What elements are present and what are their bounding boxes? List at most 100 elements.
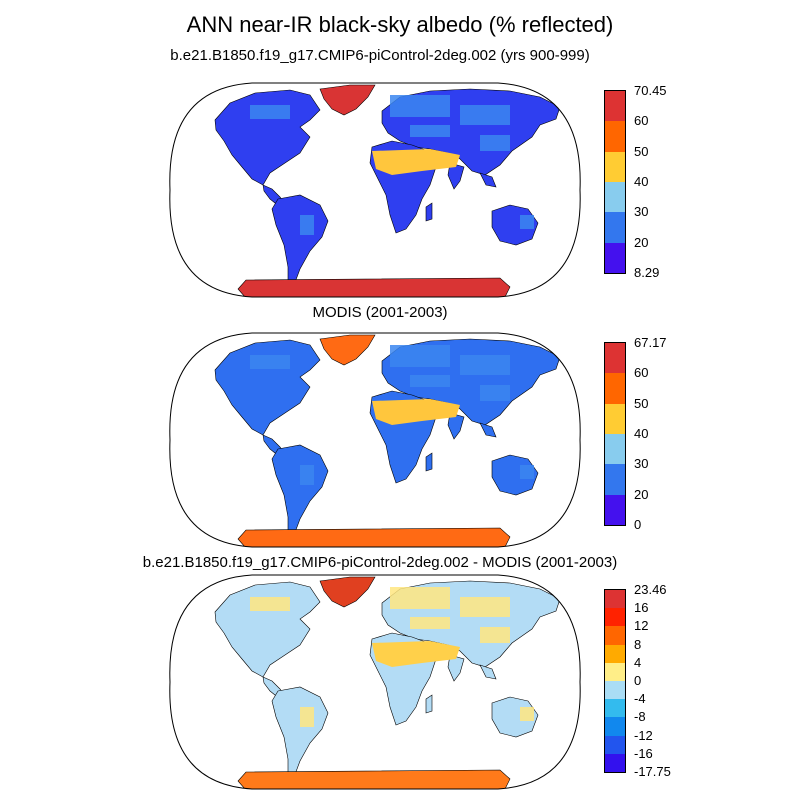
data-patch (480, 627, 510, 643)
colorbar-segment (605, 590, 625, 609)
data-patch (480, 385, 510, 401)
colorbar-segment (605, 494, 625, 526)
land-antarctica (237, 277, 511, 297)
colorbar-segment (605, 434, 625, 465)
panel-1-map (169, 82, 581, 298)
panel-2-map (169, 332, 581, 548)
colorbar-label: 23.46 (634, 582, 667, 597)
data-patch (520, 465, 534, 479)
colorbar-segment (605, 735, 625, 755)
colorbar-segment (605, 699, 625, 718)
map-border (169, 82, 581, 298)
land-fields (214, 334, 561, 547)
data-patch (460, 355, 510, 375)
colorbar-label: -17.75 (634, 764, 671, 779)
colorbar-label: 30 (634, 204, 649, 220)
panel-3-title: b.e21.B1850.f19_g17.CMIP6-piControl-2deg… (142, 554, 618, 571)
colorbar-segment (605, 343, 625, 374)
data-patch (250, 355, 290, 369)
data-patch (250, 597, 290, 611)
colorbar-label: -12 (634, 727, 653, 743)
land-madagascar (425, 452, 433, 472)
colorbar-label: 67.17 (634, 335, 667, 350)
colorbar-label: 20 (634, 234, 649, 250)
land-fields (214, 576, 561, 789)
data-patch (250, 105, 290, 119)
colorbar-label: 50 (634, 143, 649, 159)
colorbar-label: -8 (634, 709, 646, 725)
colorbar-segment (605, 464, 625, 496)
data-patch (410, 125, 450, 137)
colorbar-segment (605, 608, 625, 627)
colorbar-label: 0 (634, 517, 642, 532)
data-patch (390, 95, 450, 117)
land-north-america (214, 89, 321, 186)
land-southeast-asia (479, 422, 497, 438)
data-patch (410, 375, 450, 387)
colorbar-label: 40 (634, 174, 649, 189)
panel-3-map (169, 574, 581, 790)
panel-1-title: b.e21.B1850.f19_g17.CMIP6-piControl-2deg… (170, 47, 590, 64)
colorbar-segment (605, 182, 625, 213)
data-patch (410, 617, 450, 629)
desert-region (372, 641, 460, 667)
colorbar-segment (605, 212, 625, 244)
data-patch (520, 707, 534, 721)
colorbar-label: 40 (634, 426, 649, 441)
land-antarctica (237, 527, 511, 547)
colorbar-label: -4 (634, 691, 646, 707)
colorbar-segment (605, 151, 625, 183)
colorbar-label: 8 (634, 636, 642, 652)
map-border (169, 332, 581, 548)
colorbar-label: 12 (634, 618, 649, 634)
panel-1-colorbar (604, 90, 626, 274)
land-southeast-asia (479, 664, 497, 680)
colorbar-label: 30 (634, 456, 649, 472)
panel-3-colorbar (604, 589, 626, 773)
colorbar-segment (605, 91, 625, 122)
land-greenland (319, 84, 376, 116)
data-patch (300, 215, 314, 235)
colorbar-segment (605, 373, 625, 405)
land-madagascar (425, 694, 433, 714)
colorbar-label: 60 (634, 113, 649, 129)
land-india (447, 654, 465, 682)
land-north-america (214, 339, 321, 436)
data-patch (300, 707, 314, 727)
colorbar-segment (605, 644, 625, 664)
land-greenland (319, 334, 376, 366)
colorbar-label: 0 (634, 673, 642, 688)
colorbar-segment (605, 717, 625, 737)
data-patch (300, 465, 314, 485)
colorbar-label: 4 (634, 654, 642, 670)
land-greenland (319, 576, 376, 608)
land-madagascar (425, 202, 433, 222)
data-patch (390, 345, 450, 367)
figure-title: ANN near-IR black-sky albedo (% reflecte… (186, 12, 614, 37)
land-north-america (214, 581, 321, 678)
desert-region (372, 149, 460, 175)
land-fields (214, 84, 561, 297)
land-southeast-asia (479, 172, 497, 188)
data-patch (460, 597, 510, 617)
data-patch (520, 215, 534, 229)
colorbar-label: 60 (634, 365, 649, 381)
colorbar-label: 20 (634, 486, 649, 502)
map-border (169, 574, 581, 790)
colorbar-label: 16 (634, 600, 649, 616)
colorbar-segment (605, 242, 625, 274)
colorbar-segment (605, 681, 625, 700)
panel-2-colorbar (604, 342, 626, 526)
desert-region (372, 399, 460, 425)
land-antarctica (237, 769, 511, 789)
colorbar-segment (605, 626, 625, 646)
colorbar-segment (605, 662, 625, 682)
data-patch (390, 587, 450, 609)
colorbar-segment (605, 753, 625, 773)
panel-2-title: MODIS (2001-2003) (312, 304, 448, 321)
colorbar-segment (605, 121, 625, 153)
colorbar-label: 70.45 (634, 83, 667, 98)
land-india (447, 162, 465, 190)
colorbar-label: -16 (634, 745, 653, 761)
data-patch (480, 135, 510, 151)
